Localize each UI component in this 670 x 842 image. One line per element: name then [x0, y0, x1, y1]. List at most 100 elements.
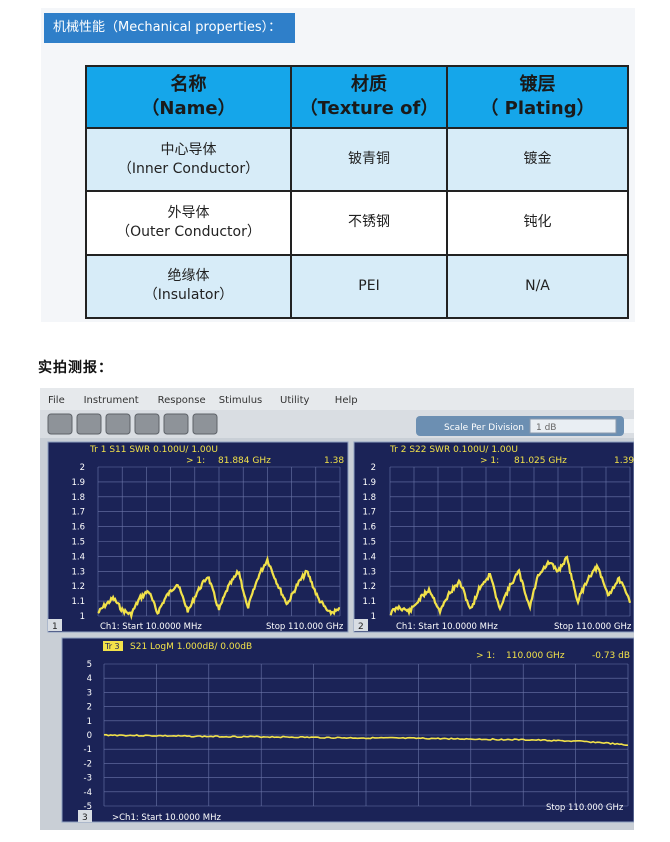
trace2-number: 2: [358, 622, 364, 632]
trace3-ytick: 0: [87, 731, 92, 741]
cell-texture: 铍青铜: [290, 126, 448, 193]
trace3-number-box: [78, 810, 92, 822]
trace1-ytick: 2: [80, 463, 85, 473]
trace2-line: [389, 555, 632, 617]
trace2-ytick: 1.9: [362, 478, 376, 488]
trace1-ytick: 1.1: [71, 597, 85, 607]
table-row: 绝缘体 （Insulator） PEI N/A: [85, 253, 629, 320]
trace2-window: Tr 2 S22 SWR 0.100U/ 1.00U > 1: 81.025 G…: [353, 441, 634, 633]
table-row: 外导体 （Outer Conductor） 不锈钢 钝化: [85, 190, 629, 256]
menu-bar: [40, 388, 634, 410]
trace2-ytick: 1.2: [362, 582, 376, 592]
cell-name: 绝缘体 （Insulator）: [85, 253, 292, 320]
trace1-start: Ch1: Start 10.0000 MHz: [100, 622, 202, 632]
trace2-marker: > 1:: [480, 456, 499, 466]
trace1-stop: Stop 110.000 GHz: [266, 622, 344, 632]
redo-icon[interactable]: [76, 413, 102, 435]
keypad-icon[interactable]: [624, 419, 634, 433]
table-row: 中心导体 （Inner Conductor） 铍青铜 镀金: [85, 126, 629, 193]
trace2-title: Tr 2 S22 SWR 0.100U/ 1.00U: [389, 445, 518, 455]
trace1-ytick: 1.5: [71, 538, 85, 548]
trace-icon[interactable]: [134, 413, 160, 435]
trace3-tag: Tr 3: [104, 642, 120, 651]
trace3-ytick: -1: [84, 745, 92, 755]
trace3-title: S21 LogM 1.000dB/ 0.00dB: [130, 642, 252, 652]
trace1-ytick: 1.7: [71, 508, 85, 518]
cell-name: 中心导体 （Inner Conductor）: [85, 126, 292, 193]
trace1-ytick: 1.4: [71, 552, 85, 562]
trace1-ytick: 1.8: [71, 493, 85, 503]
trace2-ytick: 1.7: [362, 508, 376, 518]
trace1-number: 1: [52, 622, 58, 632]
toolbar-buttons: [47, 413, 218, 435]
trace3-ytick: 1: [87, 717, 92, 727]
cell-name: 外导体 （Outer Conductor）: [85, 190, 292, 256]
trace2-ytick: 1: [371, 612, 376, 622]
trace2-ytick: 1.5: [362, 538, 376, 548]
photo-label: 实拍测报：: [38, 360, 113, 376]
trace2-ytick: 1.8: [362, 493, 376, 503]
menu-item-instrument[interactable]: Instrument: [84, 395, 139, 406]
menu-item-stimulus[interactable]: Stimulus: [219, 395, 262, 406]
trace3-number: 3: [82, 813, 88, 823]
cell-plating: N/A: [446, 253, 629, 320]
menu-item-file[interactable]: File: [48, 395, 65, 406]
trace2-ytick: 1.1: [362, 597, 376, 607]
trace2-ytick: 1.6: [362, 523, 376, 533]
trace3-ytick: 4: [87, 674, 92, 684]
trace2-marker-freq: 81.025 GHz: [514, 456, 567, 466]
delete-icon[interactable]: [163, 413, 189, 435]
trace1-ytick: 1.2: [71, 582, 85, 592]
trace3-marker-freq: 110.000 GHz: [506, 651, 565, 661]
trace1-title: Tr 1 S11 SWR 0.100U/ 1.00U: [89, 445, 218, 455]
cell-texture: 不锈钢: [290, 190, 448, 256]
cell-plating: 镀金: [446, 126, 629, 193]
menu-items: File Instrument Response Stimulus Utility Hel…: [48, 395, 358, 406]
menu-item-help[interactable]: Help: [335, 395, 358, 406]
scale-input[interactable]: [529, 418, 617, 434]
trace3-ytick: 5: [87, 660, 92, 670]
trace3-ytick: -5: [84, 802, 92, 812]
analyzer-photo: File Instrument Response Stimulus Utility Hel…: [40, 388, 634, 830]
header-plating: 镀层（ Plating）: [446, 65, 629, 129]
trace2-number-box: [354, 619, 368, 631]
trace1-window: Tr 1 S11 SWR 0.100U/ 1.00U > 1: 81.884 G…: [47, 441, 349, 633]
trace3-start: >Ch1: Start 10.0000 MHz: [112, 813, 221, 823]
trace1-ytick: 1.6: [71, 523, 85, 533]
trace1-line: [97, 555, 341, 621]
trace2-start: Ch1: Start 10.0000 MHz: [396, 622, 498, 632]
menu-item-utility[interactable]: Utility: [280, 395, 309, 406]
menu-item-response[interactable]: Response: [158, 395, 206, 406]
header-name: 名称 （Name）: [85, 65, 292, 129]
trace3-marker-value: -0.73 dB: [592, 651, 630, 661]
trace2-ytick: 2: [371, 463, 376, 473]
trace1-marker: > 1:: [186, 456, 205, 466]
table-header-row: 名称 （Name） 材质 （Texture of） 镀层（ Plating）: [85, 65, 629, 129]
trace1-number-box: [48, 619, 62, 631]
trace2-marker-value: 1.39: [614, 456, 634, 466]
cell-texture: PEI: [290, 253, 448, 320]
properties-table: 名称 （Name） 材质 （Texture of） 镀层（ Plating） 中心导…: [85, 65, 629, 320]
trace3-ytick: -3: [84, 774, 92, 784]
trace3-marker: > 1:: [476, 651, 495, 661]
trace2-ytick: 1.3: [362, 567, 376, 577]
trace1-ytick: 1: [80, 612, 85, 622]
trace1-marker-value: 1.38: [324, 456, 344, 466]
section-title: 机械性能（Mechanical properties）：: [44, 13, 295, 43]
trace3-ytick: -4: [84, 788, 92, 798]
scale-label: Scale Per Division: [444, 423, 524, 433]
zoom-icon[interactable]: [192, 413, 218, 435]
header-texture: 材质 （Texture of）: [290, 65, 448, 129]
trace2-ytick: 1.4: [362, 552, 376, 562]
cell-plating: 钝化: [446, 190, 629, 256]
undo-icon[interactable]: [47, 413, 73, 435]
marker-icon[interactable]: [105, 413, 131, 435]
trace3-line: [103, 733, 628, 746]
trace3-ytick: -2: [84, 759, 92, 769]
trace1-ytick: 1.9: [71, 478, 85, 488]
trace3-window: Tr 3 S21 LogM 1.000dB/ 0.00dB > 1: 110.0…: [61, 637, 634, 823]
trace3-ytick: 3: [87, 688, 92, 698]
trace1-marker-freq: 81.884 GHz: [218, 456, 271, 466]
trace3-stop: Stop 110.000 GHz: [546, 803, 624, 813]
trace3-tag-box: [103, 641, 123, 651]
